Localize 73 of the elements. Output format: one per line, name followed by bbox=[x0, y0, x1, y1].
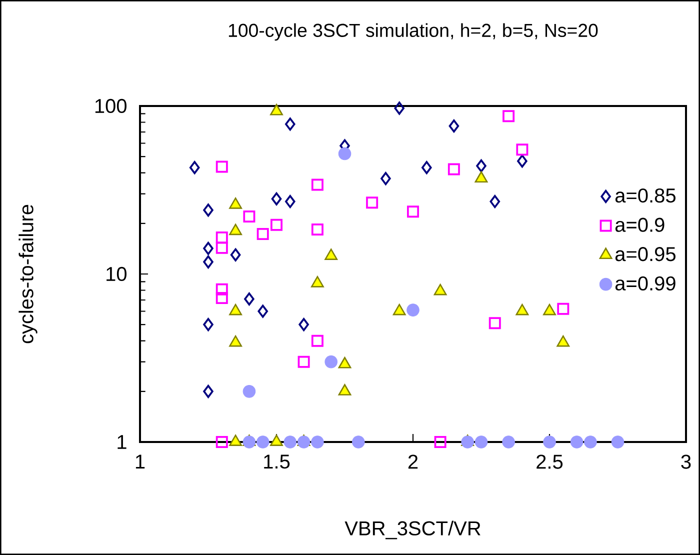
point bbox=[516, 144, 528, 156]
point bbox=[298, 318, 309, 332]
point bbox=[203, 318, 214, 332]
point bbox=[422, 161, 432, 174]
point bbox=[244, 292, 254, 306]
point bbox=[242, 436, 256, 448]
point bbox=[189, 161, 200, 174]
y-tick-label: 10 bbox=[106, 266, 126, 282]
point bbox=[311, 224, 324, 236]
point bbox=[366, 196, 378, 209]
point bbox=[311, 334, 324, 347]
point bbox=[285, 118, 296, 131]
point bbox=[474, 436, 488, 448]
point bbox=[298, 356, 310, 368]
point bbox=[216, 436, 228, 448]
point bbox=[311, 436, 324, 448]
point bbox=[216, 242, 228, 254]
point bbox=[270, 218, 283, 231]
point bbox=[434, 436, 446, 448]
x-axis-title: VBR_3SCT/VR bbox=[344, 520, 480, 540]
point bbox=[324, 355, 338, 368]
x-tick-label: 2 bbox=[408, 454, 418, 469]
point bbox=[570, 436, 584, 448]
legend-label: a=0.99 bbox=[615, 276, 676, 291]
point bbox=[352, 436, 365, 448]
point bbox=[502, 110, 515, 122]
point bbox=[285, 194, 296, 208]
point bbox=[216, 283, 228, 296]
point bbox=[258, 304, 268, 318]
point bbox=[490, 194, 500, 208]
point bbox=[406, 304, 420, 316]
y-tick-label: 1 bbox=[118, 435, 126, 449]
point bbox=[448, 119, 460, 133]
point bbox=[203, 384, 214, 398]
point bbox=[476, 159, 486, 172]
point bbox=[448, 163, 460, 176]
point bbox=[271, 192, 282, 206]
point bbox=[203, 242, 214, 255]
y-tick-label: 100 bbox=[95, 98, 126, 114]
point bbox=[488, 317, 501, 330]
point bbox=[394, 102, 404, 115]
x-tick-label: 2.5 bbox=[536, 454, 563, 469]
x-tick-label: 3 bbox=[681, 454, 691, 469]
point bbox=[297, 436, 310, 448]
point bbox=[461, 436, 474, 448]
x-tick-label: 1.5 bbox=[264, 454, 290, 469]
point bbox=[256, 436, 270, 448]
point bbox=[216, 160, 228, 173]
point bbox=[543, 436, 556, 448]
y-axis-title: cycles-to-failure bbox=[18, 204, 38, 344]
point bbox=[243, 210, 256, 222]
point bbox=[407, 206, 419, 218]
point bbox=[611, 436, 624, 448]
point bbox=[216, 292, 228, 304]
legend-label: a=0.85 bbox=[615, 188, 676, 203]
point bbox=[517, 154, 528, 168]
point bbox=[242, 385, 256, 398]
point bbox=[216, 231, 228, 244]
point bbox=[584, 436, 597, 448]
point bbox=[203, 255, 214, 268]
point bbox=[256, 228, 269, 240]
legend-label: a=0.95 bbox=[615, 247, 676, 262]
legend-label: a=0.9 bbox=[615, 218, 664, 232]
point bbox=[311, 178, 324, 191]
chart-title: 100-cycle 3SCT simulation, h=2, b=5, Ns=20 bbox=[228, 23, 598, 41]
point bbox=[557, 302, 570, 315]
x-tick-label: 1 bbox=[136, 454, 145, 468]
point bbox=[380, 172, 391, 186]
point bbox=[502, 436, 515, 448]
point bbox=[203, 204, 214, 217]
point bbox=[338, 147, 352, 160]
point bbox=[230, 248, 241, 262]
point bbox=[284, 436, 297, 448]
